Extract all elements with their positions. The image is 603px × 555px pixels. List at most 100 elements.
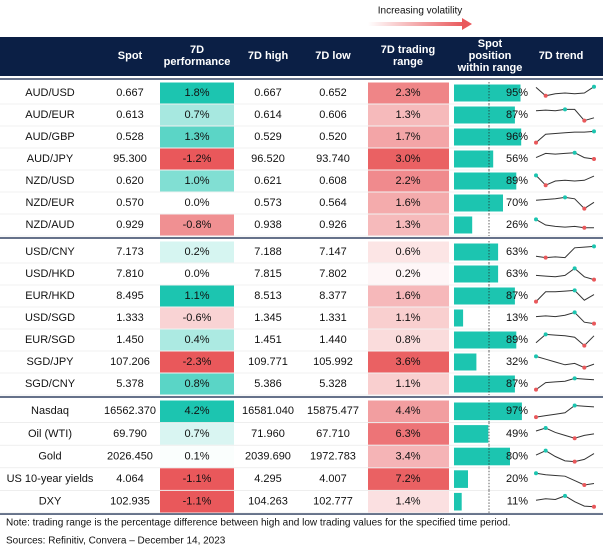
high: 0.621 [254,175,282,187]
performance: -1.2% [183,153,212,165]
range: 1.6% [395,290,420,302]
position: 87% [506,378,528,390]
range-cell [368,148,449,170]
performance: 0.0% [184,197,209,209]
trend-low [582,118,587,123]
performance: 0.1% [184,450,209,462]
low: 8.377 [319,290,347,302]
position: 80% [506,450,528,462]
trend-low [592,157,596,161]
trend-high [572,288,577,293]
performance-cell [160,126,234,148]
range: 0.8% [395,334,420,346]
trend-low [534,415,538,420]
spot: 102.935 [110,496,150,508]
row-label: NZD/EUR [26,197,75,209]
row-label: SGD/CNY [25,378,76,390]
header-bg [0,37,603,76]
column-header: 7D high [248,50,289,62]
spot: 7.173 [116,246,144,258]
trend-low [592,321,596,326]
spot: 69.790 [113,428,147,440]
trend-low [572,459,577,464]
spot: 1.450 [116,334,144,346]
performance: -1.1% [183,473,212,485]
row-label: NZD/USD [26,175,75,187]
position-bar [454,353,477,371]
row-label: AUD/EUR [25,109,75,121]
trend-low [592,277,596,282]
trend-low [582,365,587,370]
trend-line [535,377,595,391]
trend-high [534,173,538,178]
range-cell [368,82,449,104]
trend-line [535,267,595,281]
position: 63% [506,268,528,280]
row-label: AUD/GBP [25,131,75,143]
column-header: 7D trading [381,44,435,56]
performance: 0.7% [184,428,209,440]
range-cell [368,307,449,329]
performance-cell [160,373,234,395]
spot: 107.206 [110,356,150,368]
position-bar [454,375,515,393]
row-label: Oil (WTI) [28,428,72,440]
spot: 4.064 [116,473,144,485]
performance: 0.8% [184,378,209,390]
range: 2.3% [395,87,420,99]
trend-high [572,403,577,408]
low: 0.564 [319,197,347,209]
high: 2039.690 [245,450,291,462]
high: 0.938 [254,219,282,231]
trend-high [592,244,596,249]
low: 0.652 [319,87,347,99]
range: 2.2% [395,175,420,187]
low: 0.606 [319,109,347,121]
performance-cell [160,468,234,490]
trend-line [535,404,595,418]
column-header: performance [164,56,231,68]
trend-high [563,493,567,498]
range: 1.3% [395,219,420,231]
row-label: EUR/SGD [25,334,75,346]
high: 1.345 [254,312,282,324]
trend-high [534,354,538,359]
trend-high [534,471,538,476]
performance-cell [160,423,234,445]
trend-high [572,266,577,271]
position: 97% [506,405,528,417]
high: 0.667 [254,87,282,99]
performance: 0.4% [184,334,209,346]
high: 0.614 [254,109,282,121]
trend-high [572,150,577,155]
performance: 0.7% [184,109,209,121]
trend-high [592,84,596,89]
spot: 0.613 [116,109,144,121]
spot: 0.667 [116,87,144,99]
range: 1.3% [395,109,420,121]
column-header: range [393,56,423,68]
range-cell [368,423,449,445]
low: 5.328 [319,378,347,390]
column-header: position [469,50,512,62]
spot: 95.300 [113,153,147,165]
trend-low [582,343,587,348]
performance: 1.1% [184,290,209,302]
position: 70% [506,197,528,209]
position-bar [454,492,462,511]
volatility-arrow [368,22,464,26]
trend-low [582,206,587,211]
low: 93.740 [316,153,350,165]
position: 63% [506,246,528,258]
low: 0.520 [319,131,347,143]
column-header: Spot [118,50,143,62]
spot: 7.810 [116,268,144,280]
row-label: USD/SGD [25,312,75,324]
range-cell [368,170,449,192]
spot: 0.570 [116,197,144,209]
performance: -0.6% [183,312,212,324]
range-cell [368,214,449,236]
low: 1972.783 [310,450,356,462]
range: 6.3% [395,428,420,440]
